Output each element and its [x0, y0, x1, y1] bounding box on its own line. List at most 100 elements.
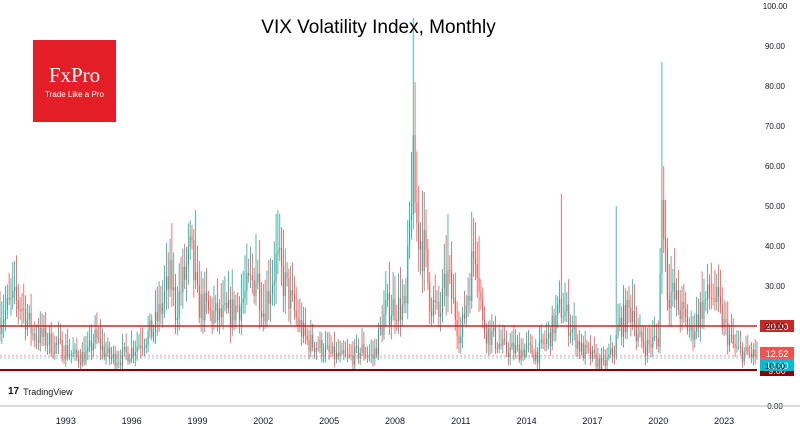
candle-body: [456, 319, 458, 336]
x-tick-label: 1993: [56, 416, 76, 426]
candle-body: [655, 335, 657, 339]
candle-body: [136, 346, 138, 353]
candle-body: [359, 352, 361, 359]
candle-body: [319, 340, 321, 349]
candle-body: [754, 349, 756, 357]
candle-body: [719, 296, 721, 305]
candle-body: [6, 298, 8, 310]
candle-body: [659, 273, 661, 347]
candle-body: [132, 347, 135, 356]
candle-body: [118, 362, 120, 364]
candle-body: [138, 345, 140, 347]
candle-body: [438, 301, 440, 317]
price-label: 12.00: [766, 361, 789, 371]
candle-body: [242, 298, 244, 304]
candle-body: [248, 273, 250, 276]
candle-body: [712, 298, 714, 300]
candle-body: [164, 291, 166, 304]
x-tick-label: 2005: [319, 416, 339, 426]
candle-body: [683, 301, 685, 309]
candle-body: [255, 282, 257, 296]
candle-body: [43, 327, 45, 337]
candle-body: [593, 350, 595, 354]
candle-body: [526, 344, 528, 350]
candle-body: [100, 338, 102, 351]
y-tick-label: 70.00: [765, 122, 786, 131]
candle-body: [26, 319, 28, 330]
candle-body: [94, 329, 96, 344]
candle-body: [635, 326, 637, 342]
candle-body: [54, 343, 56, 354]
candle-body: [515, 345, 517, 354]
candle-body: [548, 332, 550, 339]
candle-body: [304, 322, 306, 336]
candle-body: [524, 349, 526, 357]
candle-body: [566, 304, 568, 312]
candle-body: [67, 345, 69, 357]
candle-body: [672, 282, 674, 292]
candle-body: [15, 286, 18, 301]
candle-body: [727, 322, 729, 346]
candle-body: [602, 358, 604, 361]
candle-body: [473, 251, 475, 258]
candle-body: [412, 134, 414, 215]
candle-body: [17, 300, 19, 310]
candle-body: [173, 287, 175, 291]
candle-body: [716, 287, 718, 302]
candle-body: [220, 308, 222, 318]
candle-body: [396, 319, 398, 322]
candle-body: [535, 351, 537, 361]
candle-body: [590, 348, 592, 360]
candle-body: [622, 304, 625, 337]
candle-body: [131, 347, 133, 360]
candle-body: [674, 282, 676, 300]
level-label-bg: [760, 320, 794, 332]
candle-body: [370, 354, 372, 356]
candle-body: [226, 302, 228, 309]
candle-body: [410, 214, 412, 220]
candle-body: [109, 347, 111, 359]
candle-body: [549, 332, 551, 347]
tradingview-text: TradingView: [23, 386, 73, 397]
candle-body: [520, 349, 522, 360]
candle-body: [142, 347, 144, 349]
candle-body: [323, 356, 325, 357]
candle-body: [297, 316, 299, 326]
candle-body: [654, 335, 656, 338]
candle-body: [743, 351, 745, 362]
candle-body: [114, 353, 116, 367]
y-tick-label: 20.00: [765, 322, 786, 331]
candle-body: [361, 344, 363, 353]
candle-body: [379, 326, 381, 330]
price-label: 12.52: [766, 349, 789, 359]
candle-body: [61, 339, 63, 359]
candle-body: [718, 287, 720, 297]
candle-body: [28, 312, 30, 320]
candle-body: [249, 275, 252, 277]
candle-body: [582, 343, 584, 358]
candle-body: [469, 295, 471, 301]
candle-body: [337, 352, 339, 357]
candle-body: [228, 299, 230, 309]
candle-body: [81, 352, 83, 365]
candle-body: [443, 273, 445, 289]
candle-body: [756, 355, 758, 357]
candle-body: [167, 276, 169, 290]
candle-body: [595, 353, 597, 367]
candle-body: [376, 348, 378, 355]
candle-body: [50, 333, 52, 353]
candle-body: [741, 348, 743, 362]
candle-body: [217, 303, 219, 321]
candle-body: [710, 298, 712, 299]
candle-body: [436, 301, 438, 303]
candle-body: [612, 348, 614, 356]
candle-body: [204, 292, 206, 321]
candle-body: [394, 299, 396, 320]
candle-body: [273, 282, 275, 286]
candle-body: [206, 292, 208, 301]
candle-body: [3, 319, 5, 326]
price-label-bg: [760, 359, 794, 371]
candle-body: [350, 354, 352, 356]
candle-body: [363, 344, 365, 356]
candle-body: [147, 331, 149, 345]
